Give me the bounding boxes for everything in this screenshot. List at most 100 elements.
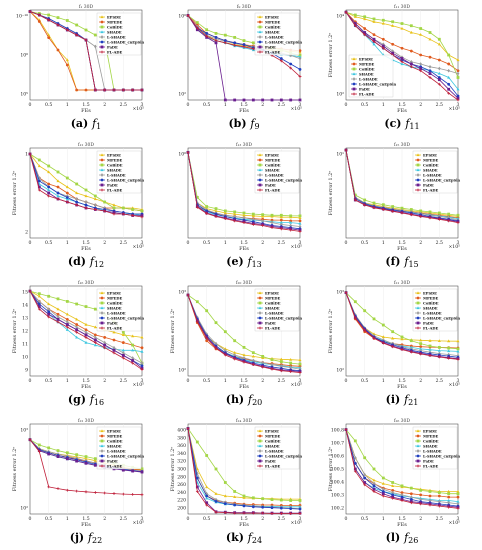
- legend-marker: [352, 92, 356, 96]
- x-tick-label: 0: [187, 102, 190, 108]
- y-axis-label: Fitness error 1.2ᵉ: [12, 171, 18, 216]
- data-point: [56, 318, 60, 321]
- legend-entry: L-SHADE: [423, 173, 442, 177]
- y-tick-label: 13: [22, 316, 28, 322]
- data-point: [47, 452, 51, 456]
- data-point: [93, 33, 97, 37]
- legend-entry: SHADE: [359, 72, 374, 76]
- data-point: [279, 227, 283, 231]
- data-point: [400, 62, 404, 66]
- legend-entry: SHADE: [423, 168, 438, 172]
- data-point: [437, 66, 441, 71]
- data-point: [400, 46, 404, 50]
- series-fl-ade: [186, 293, 302, 374]
- caption-function: f: [89, 255, 96, 268]
- data-point: [372, 206, 376, 210]
- data-point: [447, 68, 451, 73]
- plot-title: f₂₆ 30D: [394, 418, 410, 424]
- legend-marker: [100, 311, 104, 315]
- legend-entry: L-SHADE_cnEpSin: [423, 178, 460, 182]
- data-point: [251, 511, 255, 515]
- data-point: [233, 212, 237, 216]
- data-point: [419, 338, 423, 342]
- data-point: [251, 505, 255, 509]
- x-tick-label: 2.5: [120, 516, 127, 522]
- data-point: [65, 320, 69, 324]
- data-point: [233, 36, 237, 39]
- legend-entry: L-SHADE_cnEpSin: [359, 82, 396, 86]
- data-point: [279, 506, 283, 510]
- data-point: [131, 493, 135, 496]
- y-tick-label: 280: [177, 474, 186, 480]
- data-point: [270, 362, 274, 367]
- y-tick-label: 100.4: [331, 480, 344, 486]
- data-point: [456, 76, 460, 79]
- data-point: [419, 27, 423, 30]
- data-point: [261, 365, 265, 369]
- data-point: [56, 312, 60, 316]
- data-point: [131, 88, 135, 92]
- data-point: [242, 360, 246, 364]
- legend-marker: [258, 301, 262, 305]
- data-point: [456, 339, 460, 343]
- data-point: [289, 219, 293, 223]
- data-point: [233, 495, 237, 499]
- data-point: [140, 470, 144, 474]
- data-point: [289, 98, 293, 102]
- data-point: [353, 15, 357, 18]
- legend-marker: [416, 311, 420, 315]
- x-multiplier: ×10⁵: [290, 106, 302, 112]
- legend-marker: [100, 296, 104, 300]
- data-point: [28, 289, 32, 293]
- legend-marker: [100, 35, 104, 39]
- data-point: [428, 37, 432, 41]
- data-point: [353, 461, 357, 465]
- data-point: [298, 214, 302, 218]
- caption-letter: (g): [68, 393, 90, 406]
- data-point: [56, 307, 60, 311]
- x-tick-label: 3: [299, 516, 302, 522]
- x-tick-label: 3: [299, 240, 302, 246]
- data-point: [391, 210, 395, 213]
- legend-entry: MPEDE: [423, 296, 439, 300]
- legend-entry: PaDE: [107, 321, 118, 325]
- data-point: [251, 217, 255, 222]
- legend-marker: [258, 444, 262, 448]
- data-point: [205, 205, 209, 208]
- data-point: [233, 210, 237, 214]
- x-tick-label: 2.5: [278, 240, 285, 246]
- data-point: [372, 336, 376, 340]
- x-tick-label: 3: [457, 516, 460, 522]
- legend-box: [254, 426, 300, 470]
- legend-entry: L-SHADE_cnEpSin: [107, 454, 144, 458]
- data-point: [289, 499, 293, 502]
- data-point: [298, 55, 302, 58]
- data-point: [381, 21, 385, 25]
- data-point: [47, 36, 51, 40]
- legend-entry: L-SHADE: [107, 35, 126, 39]
- data-point: [279, 360, 283, 364]
- data-point: [223, 41, 227, 45]
- data-point: [214, 467, 218, 471]
- caption-function: f: [89, 393, 96, 406]
- data-point: [84, 328, 88, 332]
- data-point: [242, 213, 246, 217]
- data-point: [437, 211, 441, 215]
- y-tick-label: 10⁴: [336, 14, 344, 20]
- data-point: [56, 23, 60, 27]
- legend-marker: [258, 168, 262, 172]
- data-point: [103, 209, 107, 213]
- data-point: [56, 315, 60, 319]
- x-tick-label: 1: [382, 378, 385, 384]
- legend: EPSDEMPEDECoBiDESHADEL-SHADEL-SHADE_cnEp…: [96, 426, 144, 470]
- data-point: [214, 341, 218, 346]
- data-point: [400, 335, 404, 339]
- data-point: [112, 351, 116, 355]
- data-point: [112, 206, 116, 210]
- data-point: [84, 330, 88, 335]
- data-point: [47, 188, 51, 192]
- legend-entry: MPEDE: [107, 158, 123, 162]
- y-axis-label: Fitness error 1.2ᵉ: [328, 33, 334, 78]
- data-point: [419, 342, 423, 346]
